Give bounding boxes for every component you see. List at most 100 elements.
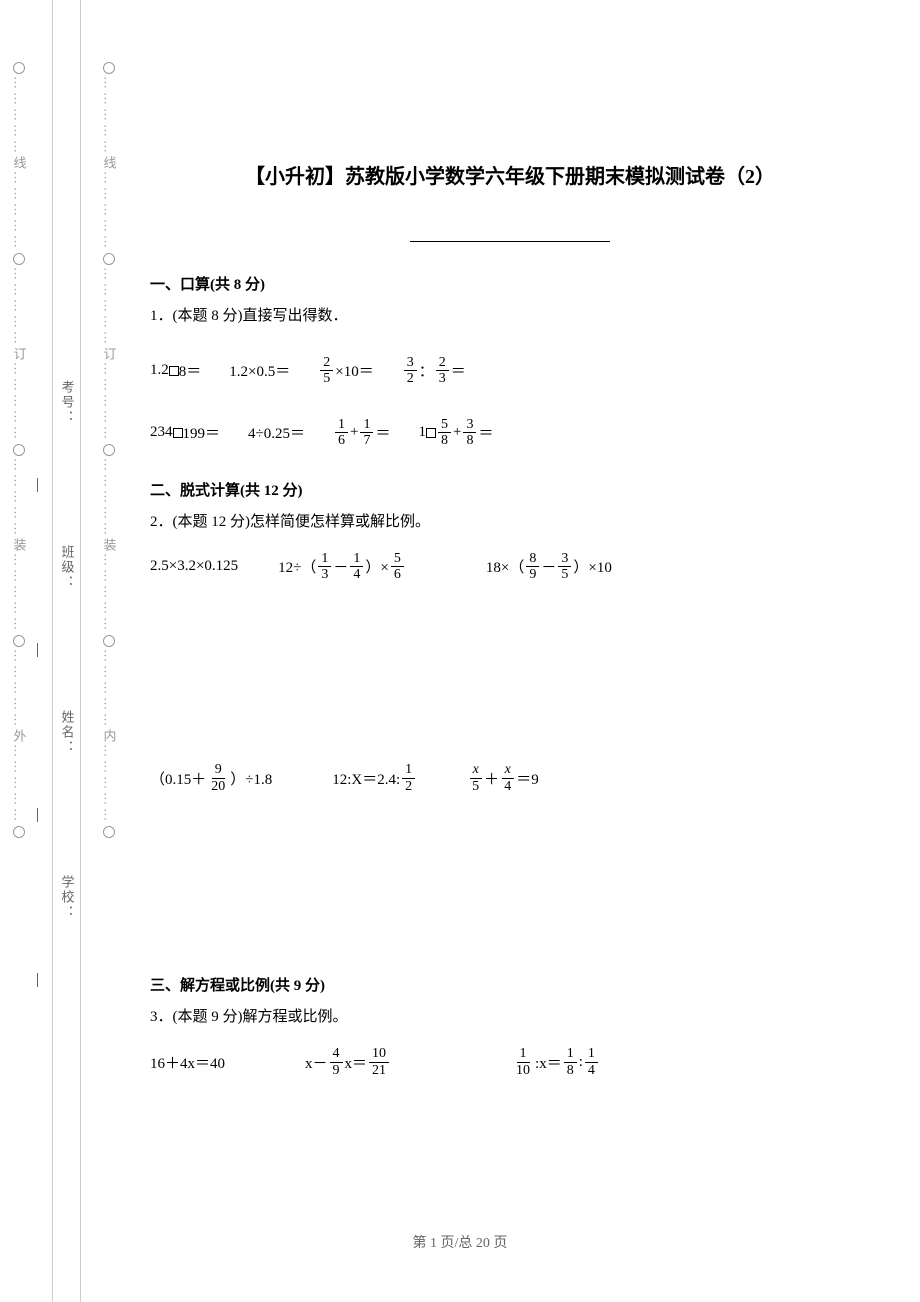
fraction: x4: [501, 762, 514, 794]
expr-text: 1: [418, 424, 426, 441]
fraction: 25: [320, 355, 333, 387]
expr: 158+38＝: [418, 417, 493, 449]
margin-dots: ……………: [103, 458, 116, 538]
fraction: 58: [438, 417, 451, 449]
expr-text: ＋: [484, 768, 499, 789]
expr: x5＋x4＝9: [467, 762, 539, 794]
margin-dots: ……………: [13, 744, 26, 824]
expr-text: 199＝: [183, 422, 221, 443]
exam-content: 【小升初】苏教版小学数学六年级下册期末模拟测试卷（2） 一、口算(共 8 分) …: [150, 0, 870, 1108]
field-school: 学校：: [58, 875, 77, 920]
separator-line: [80, 0, 81, 1302]
calc-row-3: 2.5×3.2×0.125 12÷（13－14）×56 18×（89－35）×1…: [150, 551, 870, 583]
fraction: 89: [526, 551, 539, 583]
expr-text: －: [333, 556, 348, 577]
fraction: x5: [469, 762, 482, 794]
expr-text: ＝: [375, 422, 390, 443]
inner-binding-margin: …………… 线 …………… …………… 订 …………… …………… 装 ……………: [95, 0, 123, 1302]
margin-circle-icon: [103, 444, 115, 456]
margin-circle-icon: [13, 253, 25, 265]
outer-binding-margin: …………… 线 …………… …………… 订 …………… …………… 装 ……………: [5, 0, 33, 1302]
expr-text: ）÷1.8: [230, 768, 272, 789]
section-2-header: 二、脱式计算(共 12 分): [150, 479, 870, 500]
margin-dots: ……………: [103, 553, 116, 633]
question-2: 2．(本题 12 分)怎样简便怎样算或解比例。: [150, 510, 870, 531]
expr-text: :x＝: [535, 1052, 562, 1073]
box-icon: [426, 428, 436, 438]
expr: 12:X＝2.4:12: [332, 762, 417, 794]
margin-circle-icon: [103, 62, 115, 74]
expr: 234 199＝: [150, 422, 220, 443]
expr: 1.2×0.5＝: [229, 360, 290, 381]
expr-text: 1.2: [150, 362, 169, 379]
question-3: 3．(本题 9 分)解方程或比例。: [150, 1005, 870, 1026]
expr-text: 234: [150, 424, 173, 441]
exam-title: 【小升初】苏教版小学数学六年级下册期末模拟测试卷（2）: [150, 160, 870, 189]
calc-row-1: 1.28＝ 1.2×0.5＝ 25×10＝ 32：23＝: [150, 355, 870, 387]
section-3-header: 三、解方程或比例(共 9 分): [150, 974, 870, 995]
calc-row-4: （0.15＋920）÷1.8 12:X＝2.4:12 x5＋x4＝9: [150, 762, 870, 794]
question-1: 1．(本题 8 分)直接写出得数．: [150, 304, 870, 325]
name-blank-line: [150, 229, 870, 247]
margin-label-zhuang-inner: 装: [100, 538, 119, 553]
margin-dots: ……………: [103, 76, 116, 156]
expr: 25×10＝: [318, 355, 373, 387]
fraction: 14: [585, 1046, 598, 1078]
expr-text: ＝: [478, 422, 493, 443]
fraction: 920: [208, 762, 228, 794]
box-icon: [169, 366, 179, 376]
section-1-header: 一、口算(共 8 分): [150, 273, 870, 294]
expr: （0.15＋920）÷1.8: [150, 762, 272, 794]
fraction: 1021: [369, 1046, 389, 1078]
fraction: 32: [404, 355, 417, 387]
expr: 2.5×3.2×0.125: [150, 558, 238, 575]
margin-circle-icon: [13, 635, 25, 647]
expr-text: 12:X＝2.4:: [332, 768, 400, 789]
fraction: 35: [558, 551, 571, 583]
expr-text: +: [453, 424, 461, 441]
expr: 1.28＝: [150, 360, 201, 381]
expr-text: 12÷（: [278, 556, 316, 577]
margin-label-zhuang-outer: 装: [10, 538, 29, 553]
fraction: 16: [335, 417, 348, 449]
margin-dots: ……………: [103, 744, 116, 824]
margin-dots: ……………: [13, 362, 26, 442]
margin-circle-icon: [13, 444, 25, 456]
fraction: 14: [350, 551, 363, 583]
margin-label-xian-outer: 线: [10, 156, 29, 171]
expr-text: ）×: [365, 556, 388, 577]
expr-text: +: [350, 424, 358, 441]
margin-dots: ……………: [13, 76, 26, 156]
margin-label-ding-inner: 订: [100, 347, 119, 362]
expr-text: －: [541, 556, 556, 577]
student-info-margin: 考号： 班级： 姓名： 学校：: [55, 0, 79, 1302]
margin-dots: ……………: [13, 458, 26, 538]
margin-dots: ……………: [103, 267, 116, 347]
expr: 4÷0.25＝: [248, 422, 305, 443]
margin-label-nei: 内: [100, 729, 119, 744]
fraction: 56: [391, 551, 404, 583]
margin-dots: ……………: [13, 553, 26, 633]
fraction: 13: [318, 551, 331, 583]
expr: 16＋4x＝40: [150, 1052, 225, 1073]
expr-text: :: [579, 1054, 583, 1071]
box-icon: [173, 428, 183, 438]
margin-dots: ……………: [13, 171, 26, 251]
margin-circle-icon: [103, 826, 115, 838]
fraction: 17: [360, 417, 373, 449]
margin-label-wai: 外: [10, 729, 29, 744]
margin-label-xian-inner: 线: [100, 156, 119, 171]
expr: x－49x＝1021: [305, 1046, 391, 1078]
field-exam-number: 考号：: [58, 380, 77, 425]
page-footer: 第 1 页/总 20 页: [0, 1232, 920, 1252]
margin-label-ding-outer: 订: [10, 347, 29, 362]
expr: 12÷（13－14）×56: [278, 551, 406, 583]
expr-text: ＝: [451, 360, 466, 381]
margin-circle-icon: [103, 635, 115, 647]
expr-text: ×10＝: [335, 360, 373, 381]
expr: 16+17＝: [333, 417, 390, 449]
expr-text: ＝9: [516, 768, 539, 789]
expr-text: （0.15＋: [150, 768, 206, 789]
expr-text: x＝: [345, 1052, 368, 1073]
fraction: 23: [436, 355, 449, 387]
